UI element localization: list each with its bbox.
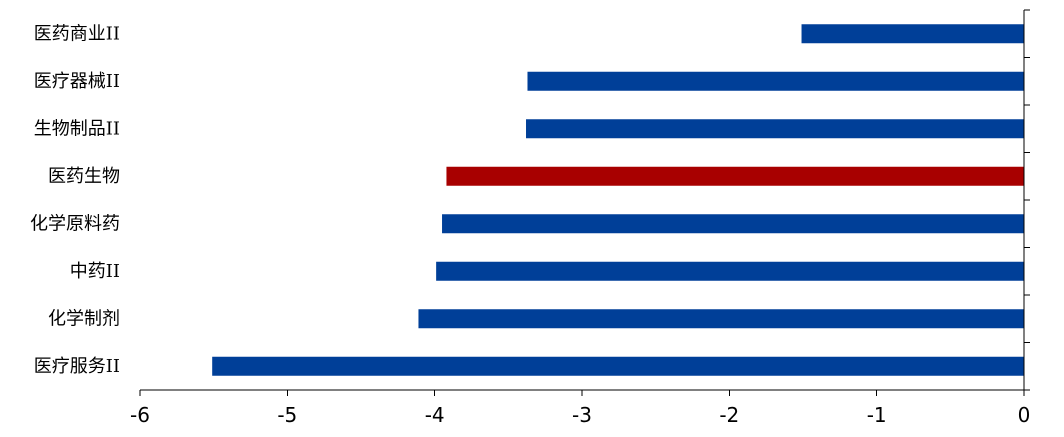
- bar-2: [526, 119, 1024, 139]
- x-tick-label: -6: [130, 403, 150, 427]
- category-label: 中药II: [70, 261, 120, 282]
- category-label: 医药生物: [48, 166, 120, 187]
- category-label: 生物制品II: [34, 118, 120, 139]
- x-tick-label: -2: [719, 403, 739, 427]
- bar-6: [418, 309, 1025, 329]
- bar-1: [527, 71, 1024, 91]
- x-tick-label: -3: [572, 403, 592, 427]
- category-label: 化学原料药: [30, 213, 120, 234]
- x-tick-label: -4: [425, 403, 445, 427]
- category-label: 医疗器械II: [34, 71, 120, 92]
- category-label: 化学制剂: [48, 308, 120, 329]
- bars-layer: [212, 24, 1025, 376]
- bar-7: [212, 356, 1024, 376]
- bar-3: [446, 166, 1024, 186]
- x-tick-label: -1: [867, 403, 887, 427]
- x-tick-label: 0: [1018, 403, 1031, 427]
- bar-0: [801, 24, 1024, 44]
- x-tick-label: -5: [277, 403, 297, 427]
- category-label: 医药商业II: [34, 23, 120, 44]
- axes-layer: [139, 9, 1030, 396]
- bar-4: [442, 214, 1024, 234]
- bar-5: [436, 261, 1024, 281]
- category-label: 医疗服务II: [34, 356, 120, 377]
